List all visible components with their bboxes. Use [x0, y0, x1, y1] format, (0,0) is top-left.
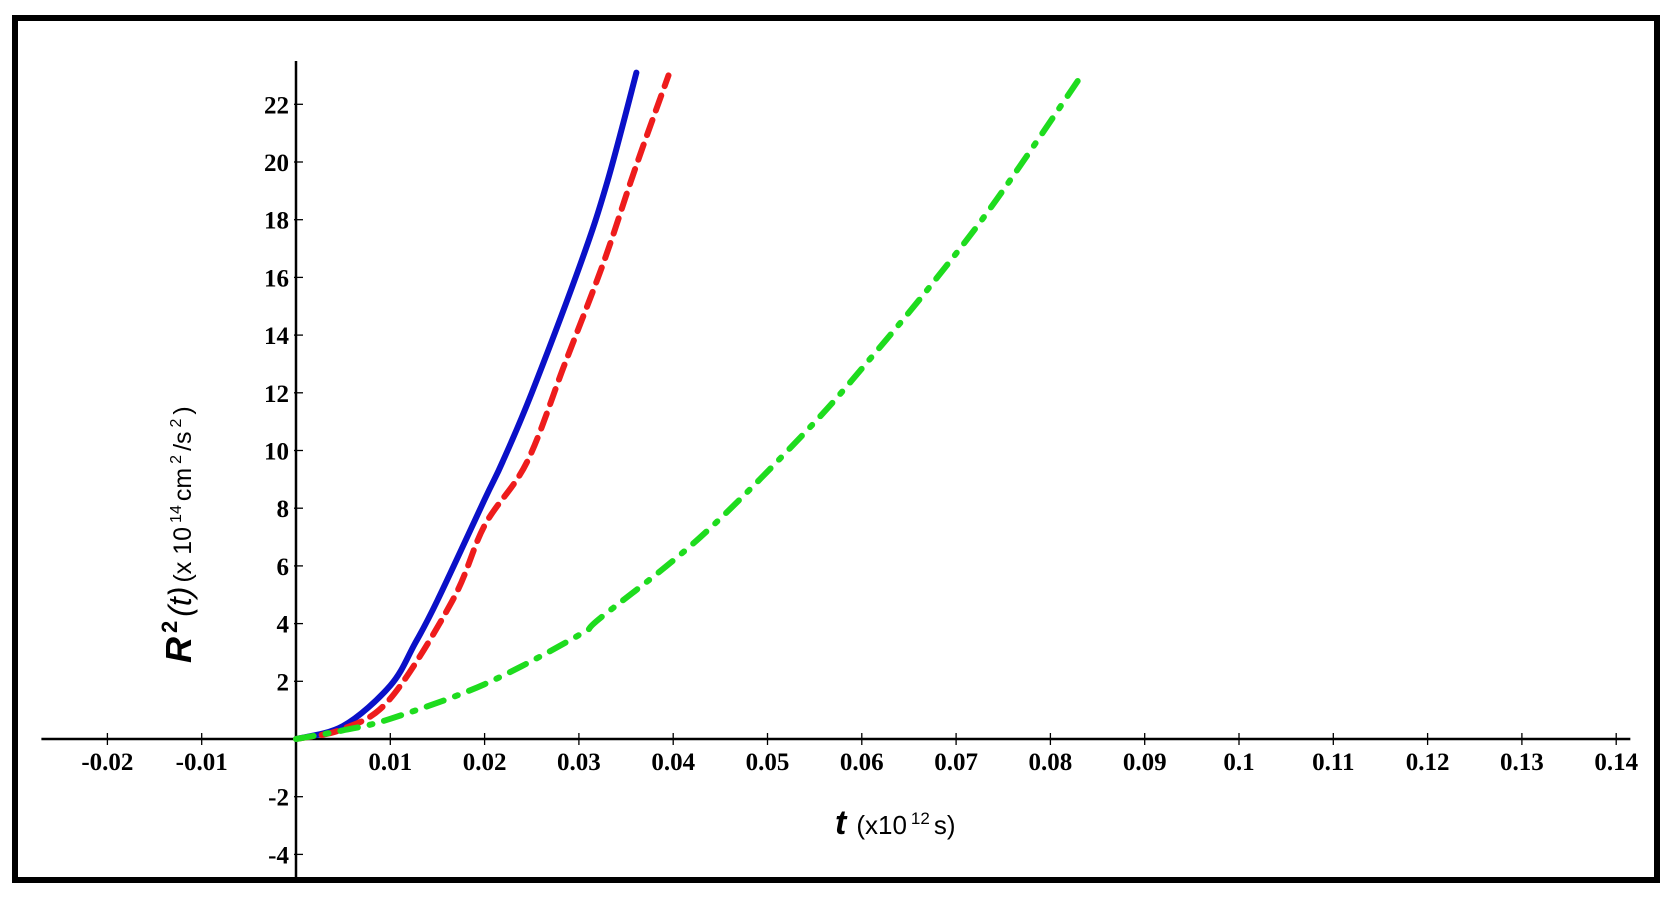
x-tick-label: 0.12 [1406, 749, 1450, 776]
y-tick-label: -4 [268, 842, 289, 869]
y-tick-label: 20 [264, 150, 289, 177]
axes: -0.02 -0.01 0.01 0.02 0.03 0.04 0.05 0.06 0.07 0.… [41, 61, 1639, 878]
y-tick-label: 12 [264, 381, 289, 408]
y-tick-label: 6 [277, 554, 290, 581]
x-tick-label: 0.01 [368, 749, 412, 776]
series-blue-solid [293, 69, 640, 742]
y-tick-label: 14 [264, 323, 290, 350]
y-tick-label: 8 [277, 496, 290, 523]
series-red-dashed [293, 72, 672, 742]
x-axis-title: t (x10 12 s) [835, 804, 956, 842]
x-tick-label: -0.01 [176, 749, 228, 776]
x-tick-label: 0.07 [934, 749, 978, 776]
y-tick-label: 18 [264, 208, 289, 235]
x-tick-label: 0.02 [463, 749, 507, 776]
x-tick-label: 0.14 [1594, 749, 1638, 776]
x-tick-label: 0.03 [557, 749, 601, 776]
x-tick-label: 0.04 [651, 749, 695, 776]
x-tick-label: 0.13 [1500, 749, 1544, 776]
x-tick-label: 0.11 [1312, 749, 1354, 776]
x-tick-label: 0.1 [1223, 749, 1254, 776]
x-tick-label: 0.08 [1029, 749, 1073, 776]
y-axis-title: R 2 (t) (x 10 14 cm 2 /s 2 ) [157, 406, 199, 663]
y-tick-label: 22 [264, 92, 289, 119]
y-tick-label: 16 [264, 265, 289, 292]
x-tick-label: 0.06 [840, 749, 884, 776]
y-tick-label: 4 [277, 612, 290, 639]
y-tick-label: 2 [277, 669, 290, 696]
x-tick-label: 0.05 [746, 749, 790, 776]
series-layer [293, 69, 1085, 742]
x-tick-label: -0.02 [81, 749, 133, 776]
y-tick-label: -2 [268, 785, 289, 812]
y-tick-label: 10 [264, 439, 289, 466]
x-tick-label: 0.09 [1123, 749, 1167, 776]
series-green-dashdot [293, 72, 1085, 742]
